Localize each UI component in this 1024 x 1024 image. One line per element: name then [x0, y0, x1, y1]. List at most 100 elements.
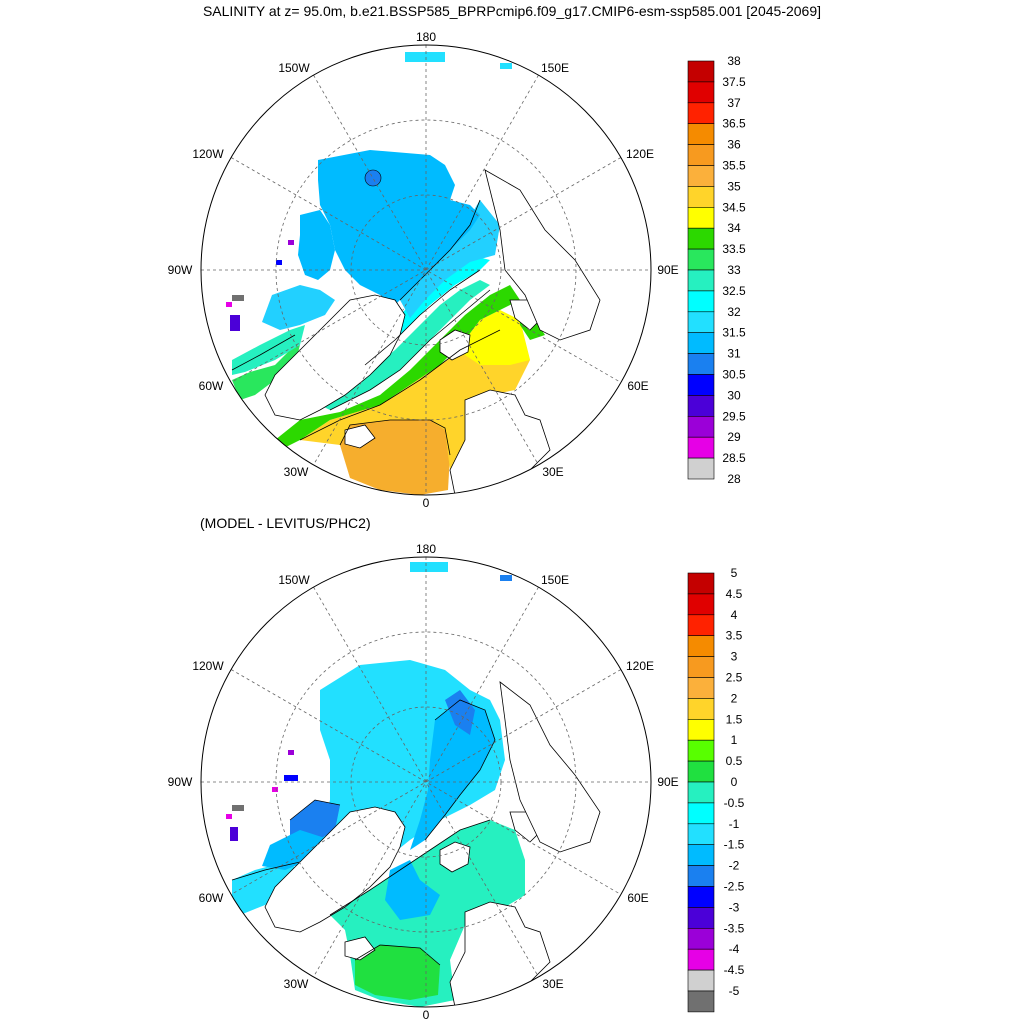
colorbar-label: 34 — [727, 221, 741, 235]
longitude-label: 90W — [168, 263, 193, 277]
colorbar-swatch — [687, 227, 715, 250]
colorbar-swatch — [687, 886, 715, 908]
spot-bering-top — [410, 562, 448, 572]
colorbar-label: 30 — [727, 388, 741, 402]
longitude-label: 30E — [542, 465, 563, 479]
graticule — [201, 557, 651, 1007]
difference-subtitle: (MODEL - LEVITUS/PHC2) — [200, 515, 371, 531]
colorbar-label: 1 — [731, 733, 738, 747]
spot-bering-right — [500, 63, 512, 69]
longitude-label: 150W — [278, 61, 310, 75]
longitude-label: 60E — [627, 891, 648, 905]
colorbar-label: 3 — [731, 650, 738, 664]
colorbar-label: 0 — [731, 775, 738, 789]
colorbar-swatch — [687, 81, 715, 104]
colorbar-swatch — [687, 311, 715, 333]
colorbar-swatch — [687, 290, 715, 313]
map-border — [200, 44, 652, 496]
colorbar-swatch — [687, 907, 715, 929]
colorbar-label: -0.5 — [724, 796, 745, 810]
longitude-label: 90E — [657, 263, 678, 277]
colorbar-label: -3 — [729, 900, 740, 914]
colorbar-label: 3.5 — [726, 629, 743, 643]
region-33-5-green-labrador — [232, 345, 300, 400]
spot-bering-right — [500, 575, 512, 581]
difference-colorbar: 5 4.5 4 3.5 3 2.5 2 1.5 1 0.5 0 -0.5 -1 -1.5 -2 -2.5 -3 -… — [687, 566, 745, 1013]
salinity-colorbar: 38 37.5 37 36.5 36 35.5 35 34.5 34 33.5 33 32.5 32 31… — [687, 54, 746, 486]
colorbar-swatch — [687, 102, 715, 125]
colorbar-swatch — [687, 635, 715, 657]
spot-gray — [232, 295, 244, 301]
colorbar-label: 0.5 — [726, 754, 743, 768]
colorbar-label: 4.5 — [726, 587, 743, 601]
colorbar-swatch — [687, 165, 715, 187]
contour-lines — [231, 199, 501, 456]
colorbar-label: 35.5 — [722, 159, 746, 173]
longitude-label: 120W — [192, 659, 224, 673]
colorbar-swatch — [687, 865, 715, 887]
colorbar-label: -2.5 — [724, 880, 745, 894]
spot-magenta — [226, 302, 232, 307]
spot-blue — [276, 260, 282, 265]
colorbar-label: 37 — [727, 96, 741, 110]
greenland-landmass — [264, 294, 406, 421]
colorbar-label: -1 — [729, 817, 740, 831]
colorbar-label: 38 — [727, 54, 741, 68]
colorbar-label: 32.5 — [722, 284, 746, 298]
longitude-label: 0 — [423, 1008, 430, 1022]
colorbar-label: 35 — [727, 179, 741, 193]
colorbar-label: 1.5 — [726, 712, 743, 726]
colorbar-label: 28 — [727, 472, 741, 486]
longitude-label: 60W — [199, 379, 224, 393]
svalbard-island — [439, 329, 471, 361]
spot-gray — [232, 805, 244, 811]
spot-violet — [230, 827, 238, 841]
longitude-label: 180 — [416, 542, 436, 556]
spot-purple — [288, 750, 294, 755]
plot-title: SALINITY at z= 95.0m, b.e21.BSSP585_BPRP… — [202, 3, 822, 19]
colorbar-label: 36 — [727, 138, 741, 152]
colorbar-swatch — [687, 60, 715, 83]
colorbar-swatch — [687, 572, 715, 595]
colorbar-swatch — [687, 990, 715, 1013]
colorbar-label: 36.5 — [722, 117, 746, 131]
longitude-label: 120W — [192, 147, 224, 161]
colorbar-label: 2 — [731, 691, 738, 705]
colorbar-label: -3.5 — [724, 921, 745, 935]
graticule — [201, 45, 651, 495]
colorbar-label: -2 — [729, 859, 740, 873]
colorbar-label: 33.5 — [722, 242, 746, 256]
colorbar-swatch — [687, 353, 715, 375]
svalbard-island — [439, 841, 471, 873]
colorbar-swatch — [687, 248, 715, 271]
colorbar-label: 31 — [727, 347, 741, 361]
spot-magenta — [272, 787, 278, 792]
region-32-caa — [262, 285, 335, 330]
longitude-labels-top: 180 150E 120E 90E 60E 30E 0 30W 60W 90W 120W 150W — [168, 30, 679, 510]
colorbar-swatch — [687, 718, 715, 741]
greenland-landmass — [264, 806, 406, 933]
region-minus2-blue — [445, 690, 475, 735]
colorbar-swatch — [687, 269, 715, 292]
colorbar-label: 32 — [727, 305, 741, 319]
colorbar-swatch — [687, 844, 715, 866]
iceland-island — [344, 936, 376, 961]
colorbar-label: -4.5 — [724, 963, 745, 977]
colorbar-label: 29 — [727, 430, 741, 444]
colorbar-swatch — [687, 969, 715, 992]
spot-violet — [230, 315, 240, 331]
colorbar-label: 29.5 — [722, 409, 746, 423]
colorbar-label: 28.5 — [722, 451, 746, 465]
region-minus1-5-blue — [410, 700, 495, 850]
colorbar-swatch — [687, 144, 715, 166]
colorbar-swatch — [687, 802, 715, 825]
colorbar-swatch — [687, 760, 715, 783]
colorbar-label: 2.5 — [726, 671, 743, 685]
longitude-label: 60W — [199, 891, 224, 905]
longitude-label: 150E — [541, 61, 569, 75]
longitude-label: 0 — [423, 496, 430, 510]
colorbar-swatch — [687, 927, 715, 950]
colorbar-swatch — [687, 186, 715, 208]
colorbar-swatch — [687, 332, 715, 354]
colorbar-swatch — [687, 415, 715, 438]
